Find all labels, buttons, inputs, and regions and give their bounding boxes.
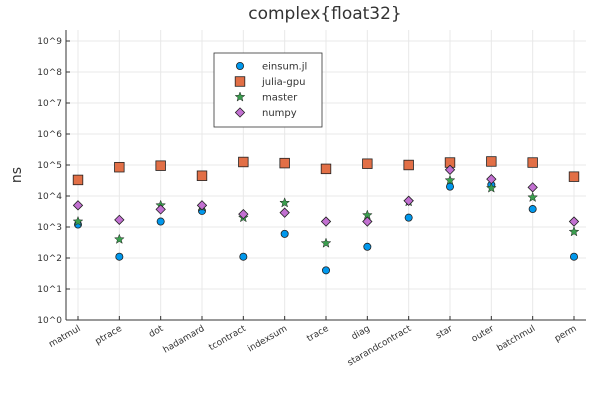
data-point [568, 226, 580, 237]
data-point [568, 216, 580, 227]
x-tick-label: star [434, 324, 454, 342]
y-tick-label: 10^7 [37, 99, 62, 109]
x-tick-label: indexsum [246, 324, 289, 355]
legend-box [213, 52, 323, 128]
data-point [114, 161, 125, 173]
x-tick-label: hadamard [162, 324, 207, 356]
data-point [279, 197, 291, 208]
x-tick-label: matmul [47, 324, 82, 350]
data-point [114, 214, 125, 226]
y-tick-label: 10^5 [37, 161, 62, 171]
legend-marker [234, 107, 246, 118]
data-point [155, 160, 166, 171]
series-numpy [72, 164, 580, 227]
legend-label: einsum.jl [262, 62, 307, 73]
data-point [72, 174, 84, 186]
data-point [72, 215, 84, 227]
data-point [279, 207, 290, 218]
x-tick-label: ptrace [94, 324, 124, 347]
data-point [155, 204, 166, 215]
legend-label: master [262, 93, 298, 104]
y-tick-label: 10^6 [37, 130, 62, 140]
data-point [320, 237, 332, 248]
data-point [527, 157, 538, 168]
y-tick-label: 10^9 [37, 37, 62, 47]
data-point [320, 216, 332, 227]
data-marks [72, 156, 580, 275]
legend-label: numpy [262, 108, 297, 119]
data-point [238, 208, 249, 220]
data-point [362, 216, 373, 227]
legend-label: julia-gpu [261, 77, 305, 88]
grid-lines [66, 30, 586, 321]
data-point [568, 171, 580, 182]
legend: einsum.jl julia-gpu master numpy [213, 52, 323, 128]
data-point [404, 213, 413, 222]
data-point [444, 164, 456, 175]
y-ticks: 10^0 10^1 10^2 10^3 10^4 10^5 10^6 10^7 10^8 10^9 [37, 37, 70, 326]
legend-marker [234, 76, 246, 87]
x-tick-label: dot [147, 324, 165, 340]
data-point [528, 205, 537, 214]
data-point [280, 229, 289, 238]
y-tick-label: 10^2 [37, 254, 62, 264]
data-point [239, 252, 248, 261]
y-tick-label: 10^8 [37, 68, 62, 78]
data-point [363, 242, 372, 251]
x-tick-label: batchmul [495, 324, 537, 354]
chart-title: complex{float32} [248, 4, 402, 24]
series-julia-gpu [72, 156, 580, 186]
data-point [321, 266, 330, 275]
data-point [238, 156, 249, 168]
x-tick-label: diag [350, 324, 372, 342]
data-point [486, 156, 497, 167]
data-point [527, 191, 539, 203]
y-tick-label: 10^3 [37, 223, 62, 233]
data-point [115, 252, 124, 261]
data-point [570, 252, 579, 261]
data-point [403, 195, 414, 206]
data-point [403, 159, 414, 171]
x-tick-label: perm [553, 324, 578, 344]
data-point [156, 217, 165, 226]
data-point [362, 158, 373, 169]
data-point [444, 174, 456, 185]
x-tick-label: tcontract [207, 324, 248, 353]
x-tick-label: trace [305, 324, 331, 345]
y-axis-label: ns [9, 167, 25, 183]
data-point [320, 163, 332, 175]
data-point [445, 182, 454, 191]
data-point [279, 157, 290, 169]
data-point [113, 233, 125, 244]
data-point [485, 182, 497, 193]
y-tick-label: 10^0 [37, 316, 62, 326]
data-point [527, 182, 538, 193]
data-point [196, 200, 208, 211]
data-point [72, 200, 84, 211]
data-point [196, 170, 208, 181]
legend-marker [234, 91, 246, 102]
x-tick-label: outer [470, 324, 496, 345]
y-tick-label: 10^4 [37, 192, 62, 202]
data-point [486, 173, 497, 185]
legend-marker [235, 62, 244, 71]
y-tick-label: 10^1 [37, 285, 62, 295]
